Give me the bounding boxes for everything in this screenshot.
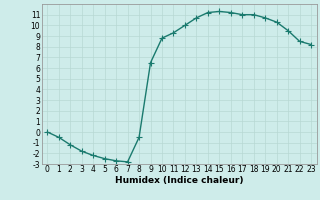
X-axis label: Humidex (Indice chaleur): Humidex (Indice chaleur): [115, 176, 244, 185]
